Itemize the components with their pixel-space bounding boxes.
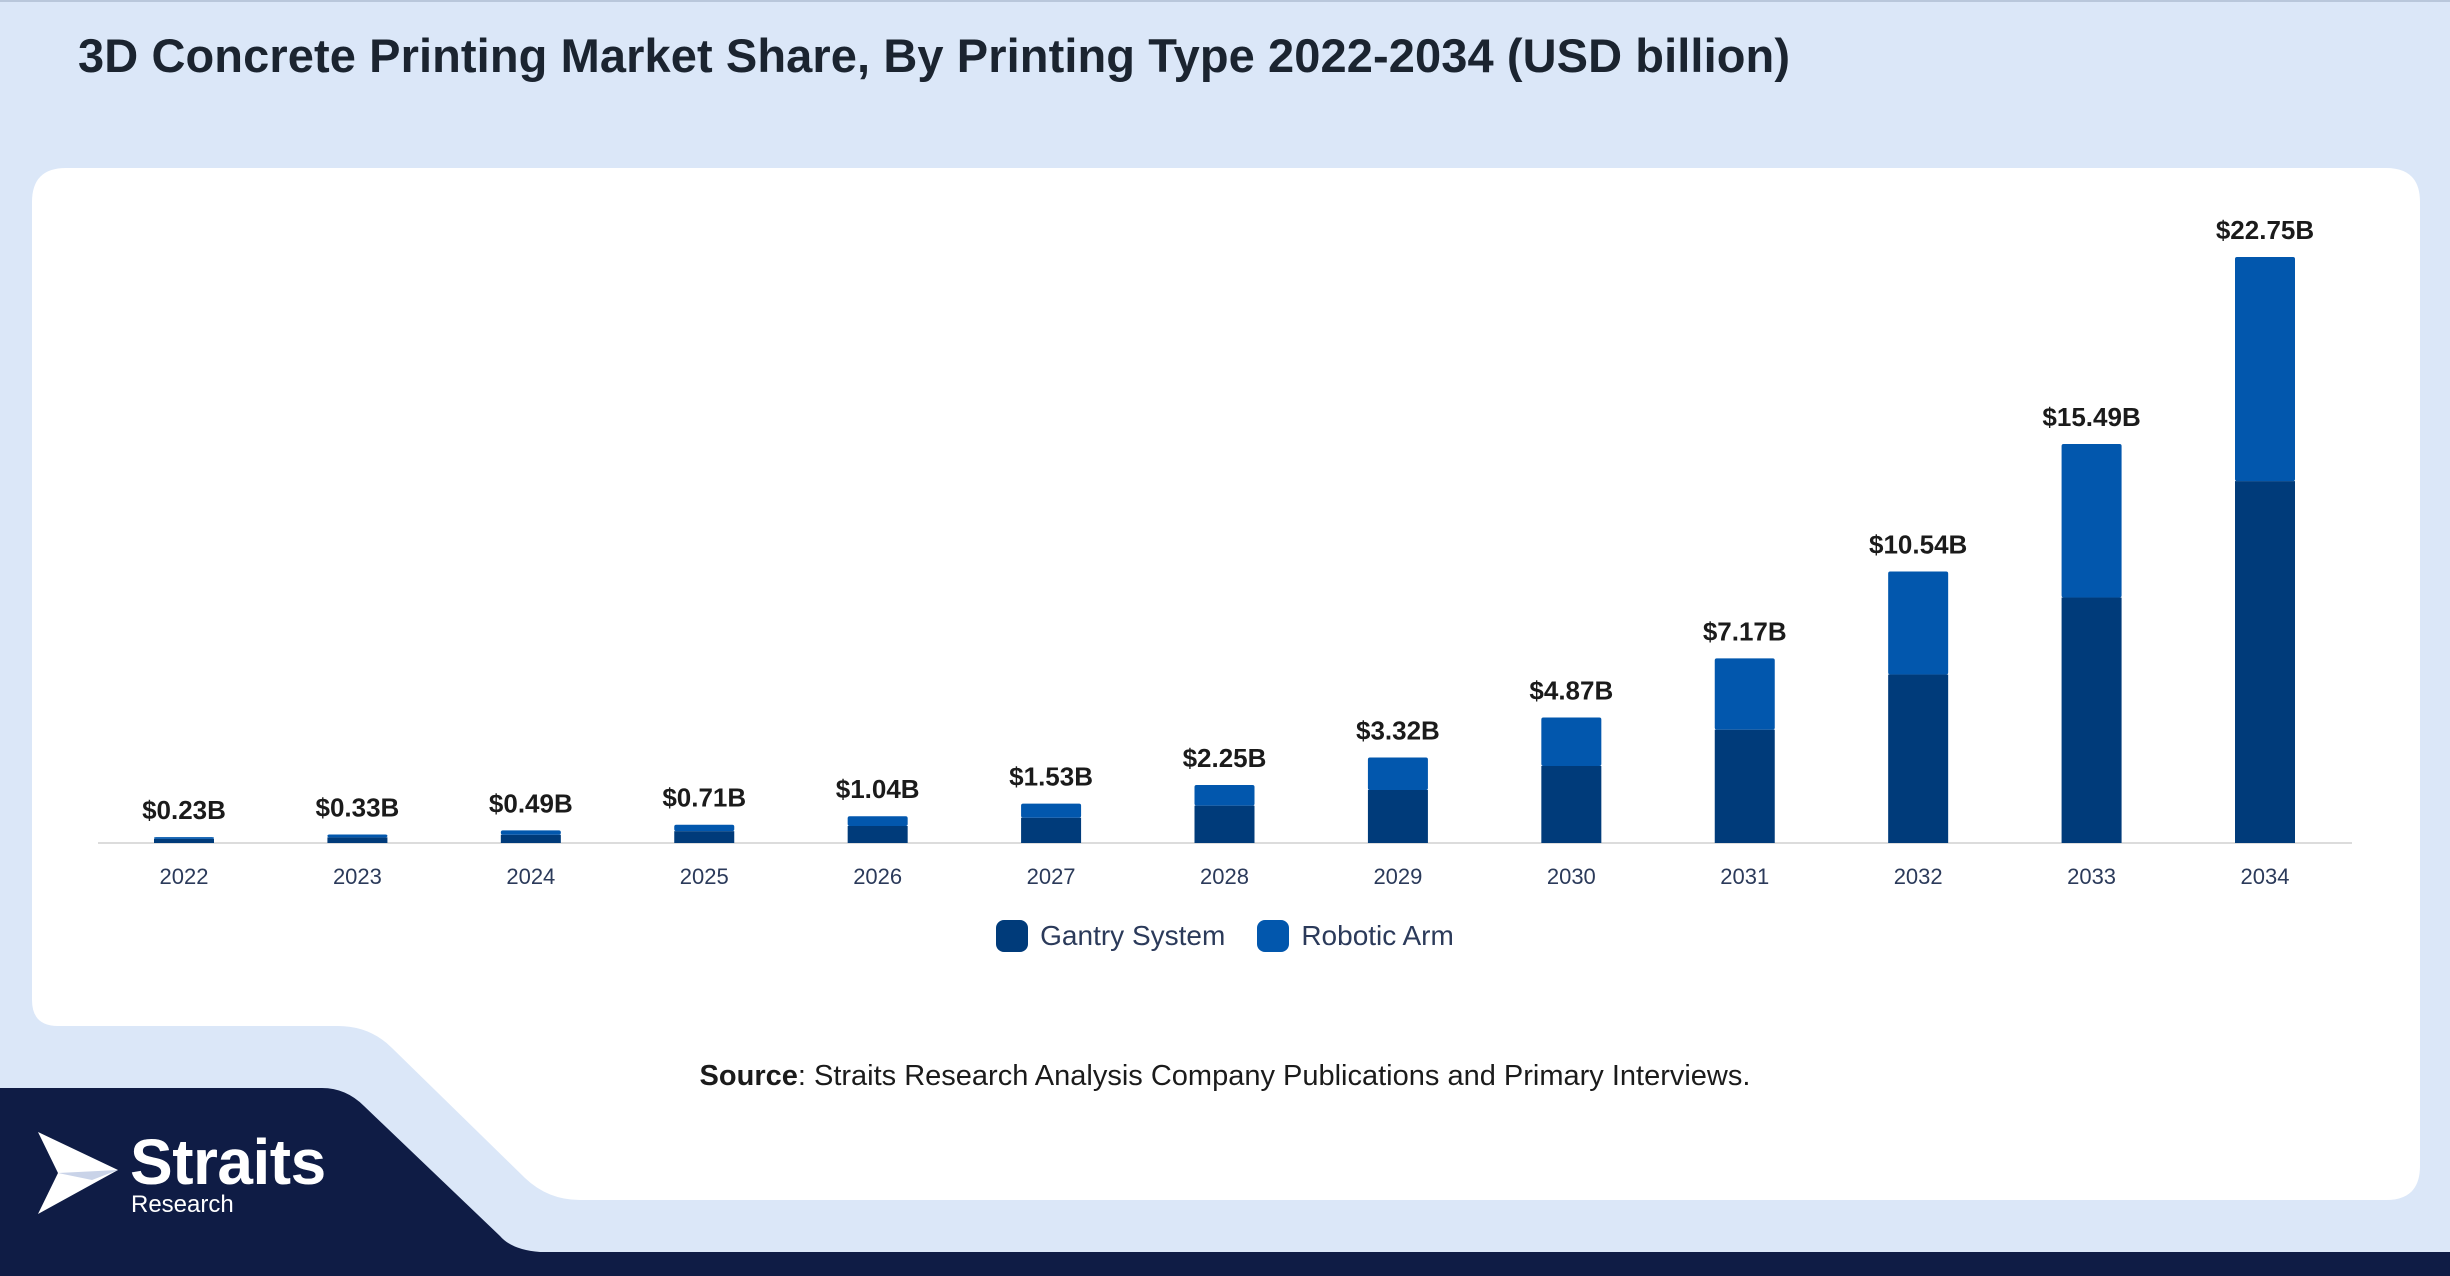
bar-gantry-system-2030	[1541, 765, 1602, 843]
bar-gantry-system-2026	[847, 825, 908, 843]
x-tick-label-2032: 2032	[1894, 864, 1943, 889]
data-label-2023: $0.33B	[315, 792, 399, 822]
legend-label-gantry-system: Gantry System	[1040, 920, 1226, 951]
bar-robotic-arm-2025	[674, 824, 735, 832]
bar-gantry-system-2022	[154, 838, 214, 843]
bar-robotic-arm-2029	[1367, 757, 1428, 790]
bar-robotic-arm-2031	[1714, 658, 1775, 730]
legend-item-gantry-system: Gantry System	[996, 920, 1225, 952]
chart-card	[32, 168, 2420, 1200]
bar-robotic-arm-2028	[1194, 785, 1255, 806]
bar-robotic-arm-2024	[500, 830, 561, 835]
bar-robotic-arm-2022	[154, 837, 214, 839]
bar-robotic-arm-2034	[2235, 257, 2295, 482]
bar-gantry-system-2028	[1194, 805, 1255, 843]
data-label-2032: $10.54B	[1869, 530, 1967, 560]
x-tick-label-2028: 2028	[1200, 864, 1249, 889]
data-label-2029: $3.32B	[1356, 715, 1440, 745]
x-tick-label-2024: 2024	[506, 864, 555, 889]
data-label-2028: $2.25B	[1183, 743, 1267, 773]
data-label-2027: $1.53B	[1009, 762, 1093, 792]
source-label: Source	[699, 1060, 798, 1092]
source-line: Source: Straits Research Analysis Compan…	[0, 1060, 2450, 1093]
bar-robotic-arm-2033	[2061, 444, 2122, 598]
bar-robotic-arm-2032	[1888, 571, 1949, 675]
top-border-line	[0, 0, 2450, 2]
legend-label-robotic-arm: Robotic Arm	[1301, 920, 1454, 951]
legend-swatch-robotic-arm	[1257, 920, 1290, 952]
data-label-2026: $1.04B	[836, 774, 920, 804]
data-label-2034: $22.75B	[2216, 215, 2314, 245]
bar-gantry-system-2025	[674, 831, 735, 843]
straits-arrow-icon	[38, 1132, 118, 1214]
data-label-2030: $4.87B	[1529, 676, 1613, 706]
bars-layer: $0.23B 2022 $0.33B 2023 $0.49B 2024 $0.71B 2025…	[142, 215, 2314, 889]
bar-gantry-system-2027	[1021, 817, 1082, 843]
x-tick-label-2026: 2026	[853, 864, 902, 889]
bar-gantry-system-2029	[1367, 789, 1428, 843]
legend-item-robotic-arm: Robotic Arm	[1257, 920, 1454, 952]
logo-subtitle: Research	[131, 1191, 234, 1218]
brand-dark-panel	[0, 1088, 2450, 1276]
bar-gantry-system-2024	[500, 834, 561, 843]
data-label-2033: $15.49B	[2042, 402, 2140, 432]
data-label-2022: $0.23B	[142, 795, 226, 825]
legend-swatch-gantry-system	[996, 920, 1029, 952]
bar-gantry-system-2034	[2235, 481, 2295, 843]
x-tick-label-2034: 2034	[2241, 864, 2290, 889]
data-label-2025: $0.71B	[662, 783, 746, 813]
legend: Gantry System Robotic Arm	[0, 920, 2450, 952]
bar-robotic-arm-2030	[1541, 717, 1602, 766]
bar-robotic-arm-2023	[327, 834, 388, 838]
source-text: : Straits Research Analysis Company Publ…	[797, 1060, 1751, 1092]
bar-gantry-system-2031	[1714, 729, 1775, 843]
x-tick-label-2033: 2033	[2067, 864, 2116, 889]
data-label-2031: $7.17B	[1703, 616, 1787, 646]
bar-robotic-arm-2027	[1021, 803, 1082, 818]
data-label-2024: $0.49B	[489, 788, 573, 818]
bar-gantry-system-2033	[2061, 597, 2122, 843]
x-tick-label-2025: 2025	[680, 864, 729, 889]
x-tick-label-2029: 2029	[1373, 864, 1422, 889]
x-tick-label-2027: 2027	[1027, 864, 1076, 889]
page-title: 3D Concrete Printing Market Share, By Pr…	[78, 29, 1791, 82]
logo-name: Straits	[130, 1126, 326, 1198]
x-tick-label-2022: 2022	[160, 864, 209, 889]
bar-gantry-system-2032	[1888, 674, 1949, 843]
x-tick-label-2023: 2023	[333, 864, 382, 889]
bar-gantry-system-2023	[327, 837, 388, 843]
x-tick-label-2030: 2030	[1547, 864, 1596, 889]
x-tick-label-2031: 2031	[1720, 864, 1769, 889]
bar-robotic-arm-2026	[847, 816, 908, 826]
